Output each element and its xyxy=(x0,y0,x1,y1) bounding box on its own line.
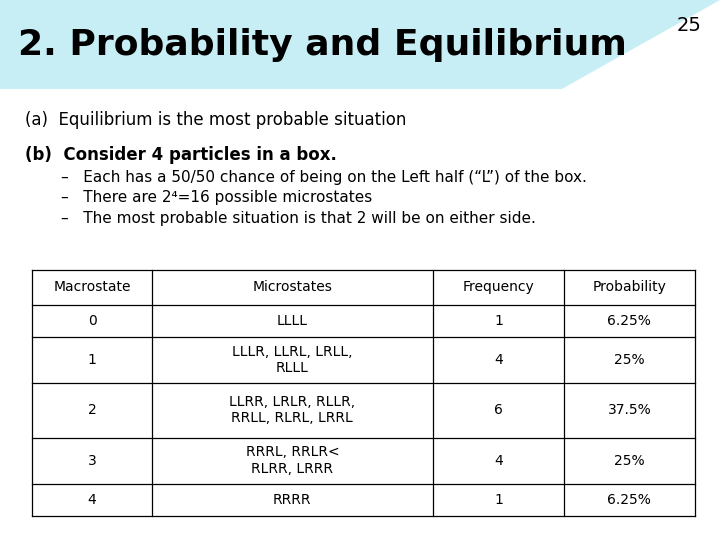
Text: RRRL, RRLR<
RLRR, LRRR: RRRL, RRLR< RLRR, LRRR xyxy=(246,446,339,476)
Text: LLRR, LRLR, RLLR,
RRLL, RLRL, LRRL: LLRR, LRLR, RLLR, RRLL, RLRL, LRRL xyxy=(229,395,356,426)
Text: 25%: 25% xyxy=(614,454,644,468)
Polygon shape xyxy=(0,0,720,89)
Text: 6.25%: 6.25% xyxy=(608,492,652,507)
Text: 37.5%: 37.5% xyxy=(608,403,651,417)
Text: 4: 4 xyxy=(88,492,96,507)
Text: Macrostate: Macrostate xyxy=(53,280,131,294)
Text: 2. Probability and Equilibrium: 2. Probability and Equilibrium xyxy=(18,28,627,62)
Text: 4: 4 xyxy=(494,353,503,367)
Text: Probability: Probability xyxy=(593,280,666,294)
Text: Frequency: Frequency xyxy=(462,280,534,294)
Text: –   Each has a 50/50 chance of being on the Left half (“L”) of the box.: – Each has a 50/50 chance of being on th… xyxy=(61,170,587,185)
Text: (b)  Consider 4 particles in a box.: (b) Consider 4 particles in a box. xyxy=(25,146,337,164)
Text: RRRR: RRRR xyxy=(273,492,312,507)
Text: 25: 25 xyxy=(677,16,702,35)
Text: 0: 0 xyxy=(88,314,96,328)
Text: 25%: 25% xyxy=(614,353,644,367)
Text: 1: 1 xyxy=(88,353,96,367)
Text: 6.25%: 6.25% xyxy=(608,314,652,328)
Text: 1: 1 xyxy=(494,492,503,507)
Text: LLLR, LLRL, LRLL,
RLLL: LLLR, LLRL, LRLL, RLLL xyxy=(232,345,353,375)
Text: (a)  Equilibrium is the most probable situation: (a) Equilibrium is the most probable sit… xyxy=(25,111,407,129)
Text: 3: 3 xyxy=(88,454,96,468)
Text: Microstates: Microstates xyxy=(253,280,333,294)
Text: 2: 2 xyxy=(88,403,96,417)
Text: 1: 1 xyxy=(494,314,503,328)
Text: –   The most probable situation is that 2 will be on either side.: – The most probable situation is that 2 … xyxy=(61,211,536,226)
Text: –   There are 2⁴=16 possible microstates: – There are 2⁴=16 possible microstates xyxy=(61,190,372,205)
Text: 6: 6 xyxy=(494,403,503,417)
Text: LLLL: LLLL xyxy=(277,314,308,328)
Text: 4: 4 xyxy=(494,454,503,468)
